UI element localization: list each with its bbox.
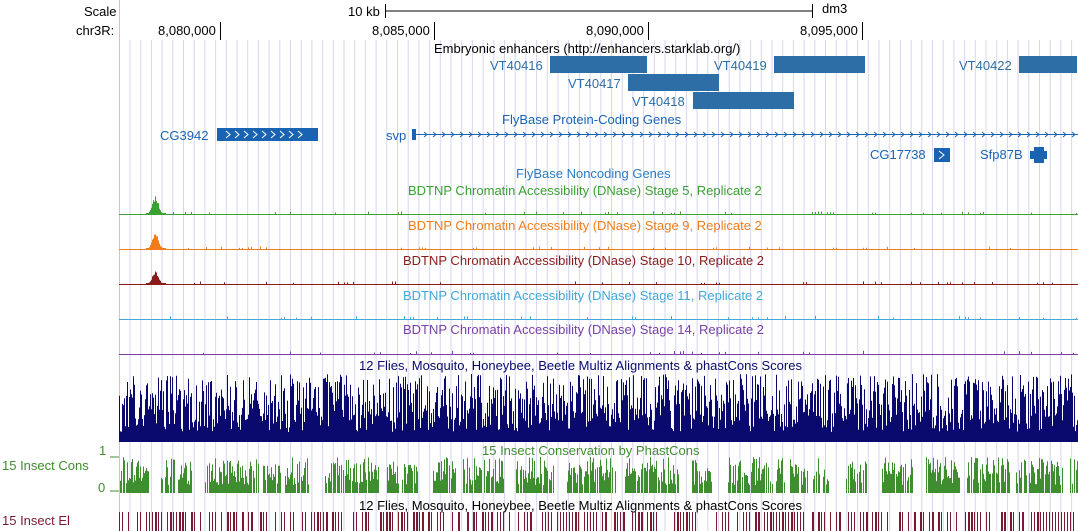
enhancer-label[interactable]: VT40418 [632, 94, 685, 109]
gene-label-svp[interactable]: svp [386, 128, 407, 143]
phastcons-axis-min: 0 [98, 480, 106, 495]
multiz-track-title[interactable]: 12 Flies, Mosquito, Honeybee, Beetle Mul… [359, 358, 802, 373]
chrom-label: chr3R: [76, 23, 115, 38]
gene-label-cg3942[interactable]: CG3942 [160, 128, 209, 143]
enhancer-label[interactable]: VT40417 [568, 76, 621, 91]
dnase-signal-3 [119, 271, 1078, 285]
enhancers-track-title[interactable]: Embryonic enhancers (http://enhancers.st… [434, 41, 741, 56]
scale-label: Scale [84, 4, 117, 19]
dnase-track-title[interactable]: BDTNP Chromatin Accessibility (DNase) St… [403, 288, 764, 303]
noncoding-track-title[interactable]: FlyBase Noncoding Genes [516, 166, 671, 181]
position-label: 8,085,000 [372, 23, 430, 38]
position-ticks [220, 22, 863, 40]
enhancer-label[interactable]: VT40419 [714, 58, 767, 73]
dnase-track-title[interactable]: BDTNP Chromatin Accessibility (DNase) St… [408, 183, 762, 198]
position-label: 8,095,000 [800, 23, 858, 38]
enhancer-block-vt40417[interactable] [628, 74, 719, 91]
enhancer-label[interactable]: VT40422 [959, 58, 1012, 73]
position-label: 8,080,000 [158, 23, 216, 38]
dnase-track-title[interactable]: BDTNP Chromatin Accessibility (DNase) St… [403, 253, 765, 268]
dnase-signal-tracks[interactable] [0, 0, 1078, 360]
dnase-signal-5 [119, 350, 1078, 355]
dnase-track-title[interactable]: BDTNP Chromatin Accessibility (DNase) St… [403, 322, 765, 337]
position-label: 8,090,000 [586, 23, 644, 38]
enhancer-block-vt40416[interactable] [550, 56, 647, 73]
svp-strand-arrows [423, 131, 1076, 138]
dnase-track-title[interactable]: BDTNP Chromatin Accessibility (DNase) St… [408, 218, 762, 233]
dnase-signal-4 [119, 315, 1078, 320]
enhancer-label[interactable]: VT40416 [490, 58, 543, 73]
scale-bar-text: 10 kb [348, 4, 380, 19]
gene-label-cg17738[interactable]: CG17738 [870, 147, 926, 162]
elements-track-title[interactable]: 12 Flies, Mosquito, Honeybee, Beetle Mul… [359, 498, 802, 513]
phastcons-track-title[interactable]: 15 Insect Conservation by PhastCons [482, 443, 700, 458]
phastcons-histogram[interactable] [119, 457, 1078, 493]
elements-side-label[interactable]: 15 Insect El [2, 513, 70, 528]
cg3942-strand-arrows [225, 130, 303, 139]
phastcons-axis-max: 1 [99, 443, 107, 458]
phastcons-side-label[interactable]: 15 Insect Cons [2, 458, 89, 473]
assembly-label: dm3 [822, 1, 848, 16]
scale-bar [385, 4, 813, 18]
gene-models[interactable] [0, 120, 1078, 165]
gene-label-sfp87b[interactable]: Sfp87B [980, 147, 1023, 162]
phastcons-axis-ticks [110, 456, 119, 492]
dnase-signal-2 [119, 234, 1078, 250]
enhancer-block-vt40418[interactable] [693, 92, 794, 109]
multiz-conservation-histogram[interactable] [119, 374, 1078, 442]
genes-track-title[interactable]: FlyBase Protein-Coding Genes [502, 112, 682, 127]
dnase-signal-1 [119, 196, 1078, 215]
enhancer-block-vt40422[interactable] [1019, 56, 1077, 73]
enhancer-block-vt40419[interactable] [774, 56, 865, 73]
conserved-elements-track[interactable] [119, 512, 1078, 531]
